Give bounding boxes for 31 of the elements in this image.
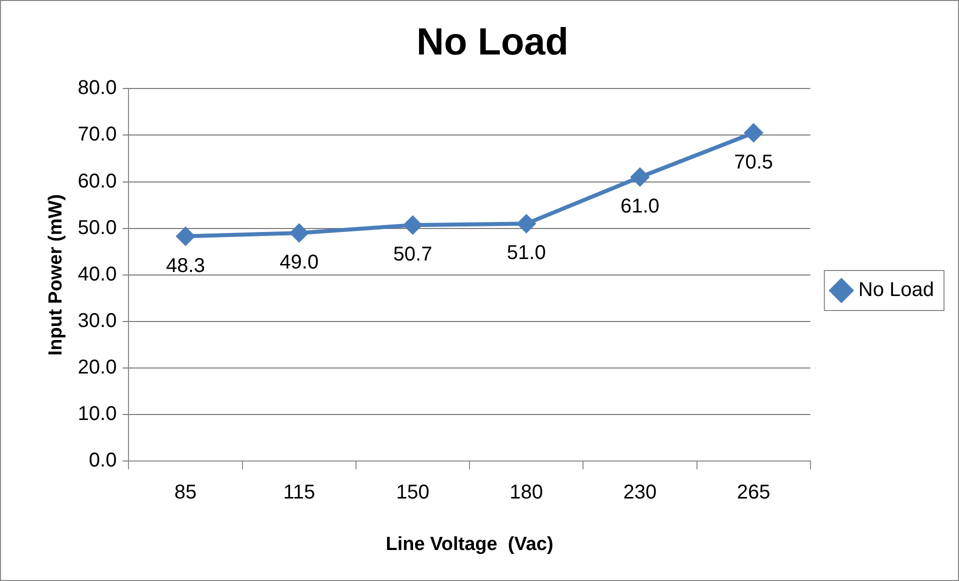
y-axis-title: Input Power (mW) [46, 194, 67, 356]
legend-label: No Load [858, 279, 934, 302]
data-label: 51.0 [506, 242, 546, 264]
chart-title: No Load [416, 21, 568, 64]
x-tick-label: 180 [510, 482, 544, 504]
data-label: 70.5 [734, 151, 774, 174]
point [290, 224, 308, 242]
data-label: 50.7 [393, 244, 432, 266]
y-tick-label: 70.0 [78, 124, 117, 146]
data-label: 61.0 [620, 196, 660, 218]
y-tick-label: 20.0 [78, 356, 117, 379]
x-tick-label: 265 [736, 482, 770, 504]
y-tick-label: 40.0 [78, 263, 117, 286]
y-tick-label: 30.0 [78, 310, 117, 332]
x-tick-label: 150 [396, 482, 430, 504]
point [744, 124, 763, 142]
y-tick-label: 10.0 [78, 403, 117, 426]
x-tick-label: 115 [283, 482, 316, 504]
point [517, 214, 536, 233]
data-label: 48.3 [166, 254, 205, 277]
y-tick-label: 80.0 [78, 77, 117, 100]
x-tick-label: 230 [623, 482, 657, 504]
y-tick-label: 60.0 [78, 170, 117, 192]
data-label: 49.0 [280, 252, 319, 274]
point [404, 216, 422, 234]
y-tick-label: 0.0 [88, 450, 117, 472]
point [630, 168, 649, 186]
y-tick-label: 50.0 [78, 216, 117, 239]
x-axis-title: Line Voltage (Vac) [386, 534, 554, 555]
x-tick-label: 85 [174, 482, 197, 504]
point [176, 227, 195, 246]
